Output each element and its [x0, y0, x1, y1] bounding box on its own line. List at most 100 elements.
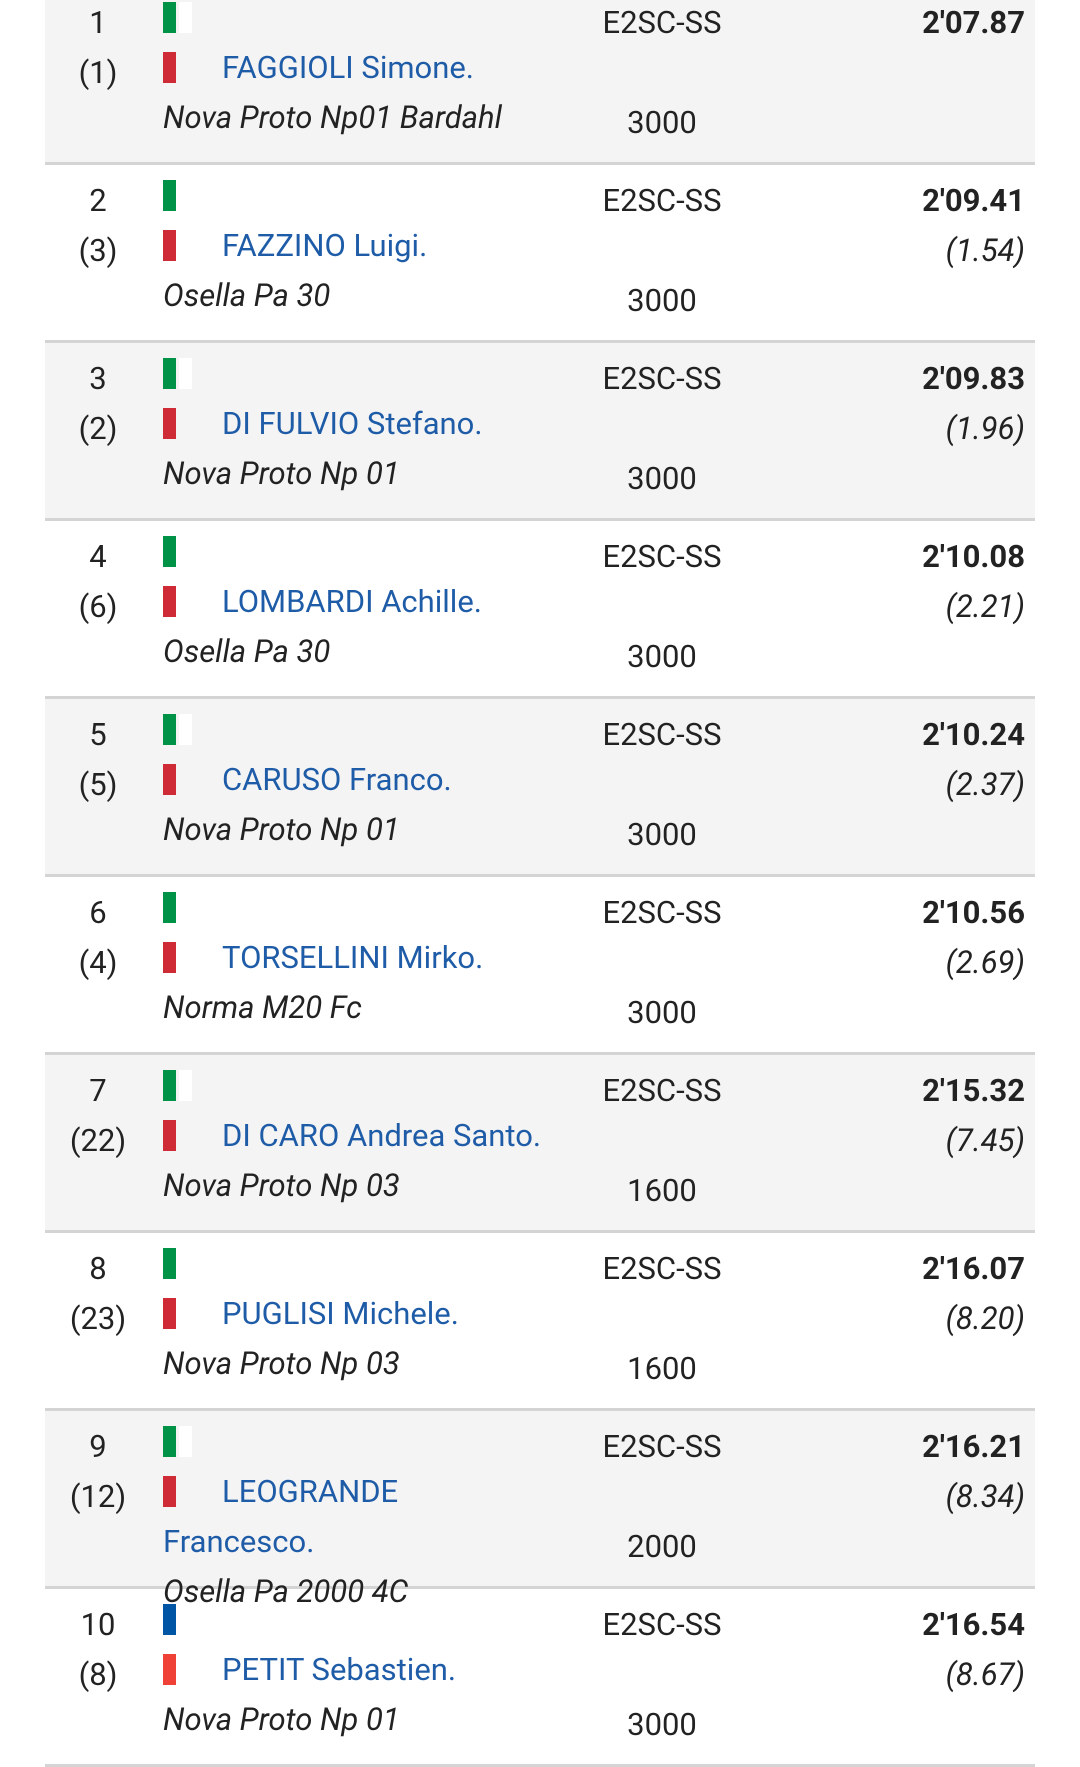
time: 2'10.08 — [922, 538, 1025, 575]
flag-stripe — [163, 408, 176, 439]
class-cell: E2SC-SS 3000 — [562, 888, 762, 1041]
position: 1 — [89, 4, 107, 41]
driver-name[interactable]: FAZZINO Luigi. — [222, 227, 428, 264]
class: E2SC-SS — [602, 1428, 722, 1465]
driver-line: LEOGRANDE Francesco. — [163, 1422, 543, 1567]
class: E2SC-SS — [602, 182, 722, 219]
start-position: (1) — [78, 54, 118, 91]
result-row: 2 (3) FAZZINO Luigi. Osella Pa 30 E2SC-SS 300… — [45, 165, 1035, 343]
flag-stripe — [163, 942, 176, 973]
position-cell: 3 (2) — [45, 354, 151, 454]
flag-stripe — [179, 1070, 192, 1101]
time-cell: 2'10.24 (2.37) — [922, 710, 1025, 810]
driver-name[interactable]: DI FULVIO Stefano. — [222, 405, 483, 442]
displacement: 1600 — [627, 1172, 697, 1209]
flag-stripe — [163, 764, 176, 795]
driver-cell: LEOGRANDE Francesco. Osella Pa 2000 4C — [163, 1422, 543, 1617]
flag-stripe — [179, 536, 192, 567]
flag-stripe — [163, 1298, 176, 1329]
flag-stripe — [163, 52, 176, 83]
flag — [163, 888, 209, 973]
flag — [163, 710, 209, 795]
position: 6 — [89, 894, 107, 931]
gap: (1.54) — [945, 232, 1025, 269]
car: Nova Proto Np 01 — [163, 455, 400, 492]
result-row: 10 (8) PETIT Sebastien. Nova Proto Np 01 E2S… — [45, 1589, 1035, 1767]
position-cell: 1 (1) — [45, 0, 151, 98]
flag-stripe — [179, 1426, 192, 1457]
car: Nova Proto Np 03 — [163, 1167, 400, 1204]
position-cell: 10 (8) — [45, 1600, 151, 1700]
flag-stripe — [163, 1654, 176, 1685]
position: 10 — [80, 1606, 116, 1643]
time: 2'09.41 — [922, 182, 1025, 219]
flag-stripe — [163, 1476, 176, 1507]
gap: (8.34) — [945, 1478, 1025, 1515]
driver-line: FAGGIOLI Simone. — [163, 0, 543, 93]
driver-line: PETIT Sebastien. — [163, 1600, 543, 1695]
driver-cell: TORSELLINI Mirko. Norma M20 Fc — [163, 888, 543, 1033]
flag — [163, 354, 209, 439]
car: Osella Pa 30 — [163, 277, 331, 314]
flag — [163, 0, 209, 83]
time-cell: 2'09.83 (1.96) — [922, 354, 1025, 454]
gap: (8.20) — [945, 1300, 1025, 1337]
start-position: (12) — [69, 1478, 127, 1515]
car: Osella Pa 2000 4C — [163, 1573, 409, 1610]
driver-cell: PETIT Sebastien. Nova Proto Np 01 — [163, 1600, 543, 1745]
flag — [163, 532, 209, 617]
driver-name[interactable]: FAGGIOLI Simone. — [222, 49, 474, 86]
driver-line: PUGLISI Michele. — [163, 1244, 543, 1339]
driver-name[interactable]: LEOGRANDE Francesco. — [163, 1473, 399, 1560]
result-row: 3 (2) DI FULVIO Stefano. Nova Proto Np 01 E2… — [45, 343, 1035, 521]
time-cell: 2'09.41 (1.54) — [922, 176, 1025, 276]
result-row: 4 (6) LOMBARDI Achille. Osella Pa 30 E2SC-SS… — [45, 521, 1035, 699]
driver-name[interactable]: LOMBARDI Achille. — [222, 583, 482, 620]
start-position: (4) — [78, 944, 118, 981]
flag-stripe — [163, 1248, 176, 1279]
gap: (2.69) — [945, 944, 1025, 981]
flag-stripe — [163, 892, 176, 923]
driver-line: DI CARO Andrea Santo. — [163, 1066, 543, 1161]
flag-stripe — [163, 180, 176, 211]
driver-name[interactable]: TORSELLINI Mirko. — [222, 939, 484, 976]
flag — [163, 1422, 209, 1507]
position-cell: 6 (4) — [45, 888, 151, 988]
position-cell: 2 (3) — [45, 176, 151, 276]
class-cell: E2SC-SS 3000 — [562, 532, 762, 685]
class-cell: E2SC-SS 3000 — [562, 176, 762, 329]
driver-name[interactable]: PUGLISI Michele. — [222, 1295, 459, 1332]
flag-stripe — [179, 1604, 192, 1635]
flag — [163, 1244, 209, 1329]
class-cell: E2SC-SS 2000 — [562, 1422, 762, 1575]
displacement: 1600 — [627, 1350, 697, 1387]
flag-stripe — [163, 2, 176, 33]
driver-name[interactable]: PETIT Sebastien. — [222, 1651, 457, 1688]
position: 9 — [89, 1428, 107, 1465]
position: 8 — [89, 1250, 107, 1287]
gap: (2.37) — [945, 766, 1025, 803]
flag-stripe — [163, 1604, 176, 1635]
driver-line: TORSELLINI Mirko. — [163, 888, 543, 983]
displacement: 3000 — [627, 104, 697, 141]
class-cell: E2SC-SS 1600 — [562, 1066, 762, 1219]
start-position: (8) — [78, 1656, 118, 1693]
displacement: 3000 — [627, 994, 697, 1031]
class-cell: E2SC-SS 3000 — [562, 710, 762, 863]
driver-name[interactable]: CARUSO Franco. — [222, 761, 452, 798]
car: Nova Proto Np01 Bardahl — [163, 99, 502, 136]
result-row: 7 (22) DI CARO Andrea Santo. Nova Proto Np … — [45, 1055, 1035, 1233]
driver-cell: DI CARO Andrea Santo. Nova Proto Np 03 — [163, 1066, 543, 1211]
position: 5 — [89, 716, 107, 753]
driver-cell: FAGGIOLI Simone. Nova Proto Np01 Bardahl — [163, 0, 543, 143]
result-row: 5 (5) CARUSO Franco. Nova Proto Np 01 E2SC-S… — [45, 699, 1035, 877]
result-row: 9 (12) LEOGRANDE Francesco. Osella Pa 2000 … — [45, 1411, 1035, 1610]
time-cell: 2'16.07 (8.20) — [922, 1244, 1025, 1344]
displacement: 2000 — [627, 1528, 697, 1565]
time: 2'09.83 — [922, 360, 1025, 397]
flag-stripe — [163, 536, 176, 567]
start-position: (5) — [78, 766, 118, 803]
flag-stripe — [163, 1120, 176, 1151]
car: Nova Proto Np 01 — [163, 811, 400, 848]
driver-name[interactable]: DI CARO Andrea Santo. — [222, 1117, 542, 1154]
